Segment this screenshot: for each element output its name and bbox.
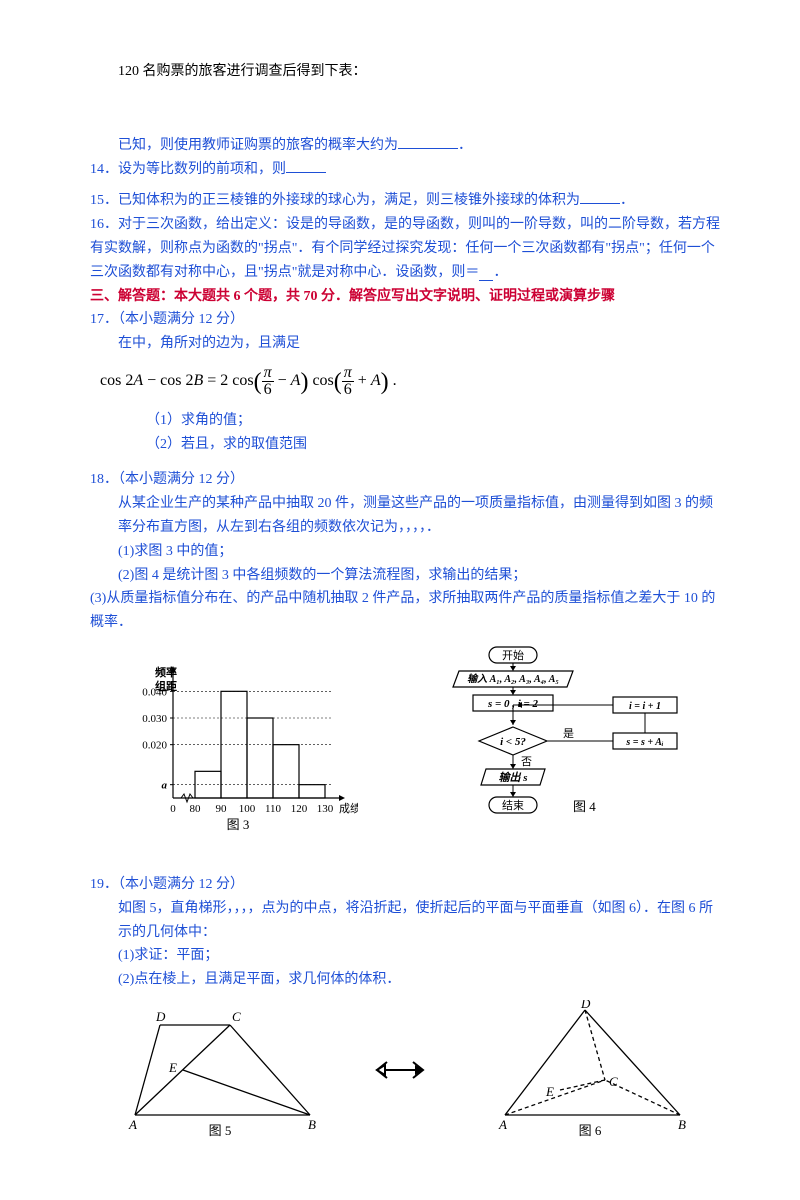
svg-text:结束: 结束: [502, 799, 524, 812]
svg-text:图 3: 图 3: [226, 817, 249, 832]
svg-text:输入 A₁, A₂, A₃, A₄, A₅: 输入 A₁, A₂, A₃, A₄, A₅: [467, 673, 559, 685]
svg-text:C: C: [609, 1074, 618, 1089]
q18-l2: (1)求图 3 中的值；: [90, 540, 720, 564]
q18-l4: (3)从质量指标值分布在、的产品中随机抽取 2 件产品，求所抽取两件产品的质量指…: [90, 587, 720, 635]
q17-title: 17．（本小题满分 12 分）: [90, 308, 720, 332]
svg-text:图 5: 图 5: [209, 1123, 232, 1138]
svg-text:80: 80: [189, 803, 201, 815]
q15-line: 15．已知体积为的正三棱锥的外接球的球心为，满足，则三棱锥外接球的体积为．: [90, 189, 720, 213]
svg-text:输出 s: 输出 s: [498, 771, 527, 784]
svg-text:i = i + 1: i = i + 1: [629, 701, 661, 712]
svg-text:B: B: [308, 1117, 316, 1132]
svg-text:120: 120: [290, 803, 307, 815]
q19-l3: (2)点在棱上，且满足平面，求几何体的体积．: [90, 968, 720, 992]
svg-text:130: 130: [316, 803, 333, 815]
svg-text:否: 否: [521, 756, 532, 768]
survey-intro-text: 120 名购票的旅客进行调查后得到下表：: [90, 60, 720, 84]
svg-text:A: A: [128, 1117, 137, 1132]
svg-text:C: C: [232, 1009, 241, 1024]
svg-text:E: E: [168, 1060, 177, 1075]
svg-text:D: D: [580, 1000, 591, 1011]
q17-sub2: （2）若且，求的取值范围: [90, 433, 720, 457]
q19-title: 19．（本小题满分 12 分）: [90, 873, 720, 897]
svg-text:图 4: 图 4: [573, 799, 596, 814]
svg-text:A: A: [498, 1117, 507, 1132]
q19-l2: (1)求证：平面；: [90, 944, 720, 968]
section-3-heading: 三、解答题：本大题共 6 个题，共 70 分．解答应写出文字说明、证明过程或演算…: [90, 285, 720, 309]
svg-text:s = s + Aᵢ: s = s + Aᵢ: [625, 737, 663, 748]
q18-l1: 从某企业生产的某种产品中抽取 20 件，测量这些产品的一项质量指标值，由测量得到…: [90, 492, 720, 540]
svg-text:成绩: 成绩: [339, 802, 358, 815]
svg-text:i < 5?: i < 5?: [500, 736, 526, 748]
q14-line: 14．设为等比数列的前项和，则: [90, 158, 720, 182]
svg-text:开始: 开始: [502, 648, 524, 662]
geometry-fig5: A B C D E 图 5: [115, 1000, 325, 1140]
q16-line: 16．对于三次函数，给出定义：设是的导函数，是的导函数，则叫的一阶导数，叫的二阶…: [90, 213, 720, 284]
svg-text:a: a: [161, 780, 167, 792]
svg-text:110: 110: [264, 803, 281, 815]
q17-body: 在中，角所对的边为，且满足: [90, 332, 720, 356]
svg-text:图 6: 图 6: [579, 1123, 602, 1138]
q18-l3: (2)图 4 是统计图 3 中各组频数的一个算法流程图，求输出的结果；: [90, 564, 720, 588]
q18-title: 18．（本小题满分 12 分）: [90, 468, 720, 492]
q19-l1: 如图 5，直角梯形，，，，点为的中点，将沿折起，使折起后的平面与平面垂直（如图 …: [90, 897, 720, 945]
svg-text:D: D: [155, 1009, 166, 1024]
q17-sub1: （1）求角的值；: [90, 409, 720, 433]
double-arrow-icon: [375, 1000, 435, 1140]
svg-text:B: B: [678, 1117, 686, 1132]
svg-text:0.040: 0.040: [142, 686, 167, 698]
svg-text:0.020: 0.020: [142, 740, 167, 752]
teacher-prob-text: 已知，则使用教师证购票的旅客的概率大约为．: [90, 134, 720, 158]
svg-text:0.030: 0.030: [142, 713, 167, 725]
geometry-fig6: A B D C E 图 6: [485, 1000, 695, 1140]
flowchart-fig4: 开始输入 A₁, A₂, A₃, A₄, A₅s = 0 , i = 2i < …: [413, 643, 693, 853]
svg-text:是: 是: [563, 727, 574, 740]
svg-text:0: 0: [170, 803, 176, 815]
histogram-fig3: 频率组距0.0400.0300.020a08090100110120130成绩图…: [118, 643, 358, 833]
svg-text:频率: 频率: [155, 665, 177, 679]
svg-text:E: E: [545, 1084, 554, 1099]
svg-text:100: 100: [238, 803, 255, 815]
svg-text:90: 90: [215, 803, 227, 815]
q17-formula: cos 2A − cos 2B = 2 cos(π6 − A) cos(π6 +…: [90, 356, 720, 409]
